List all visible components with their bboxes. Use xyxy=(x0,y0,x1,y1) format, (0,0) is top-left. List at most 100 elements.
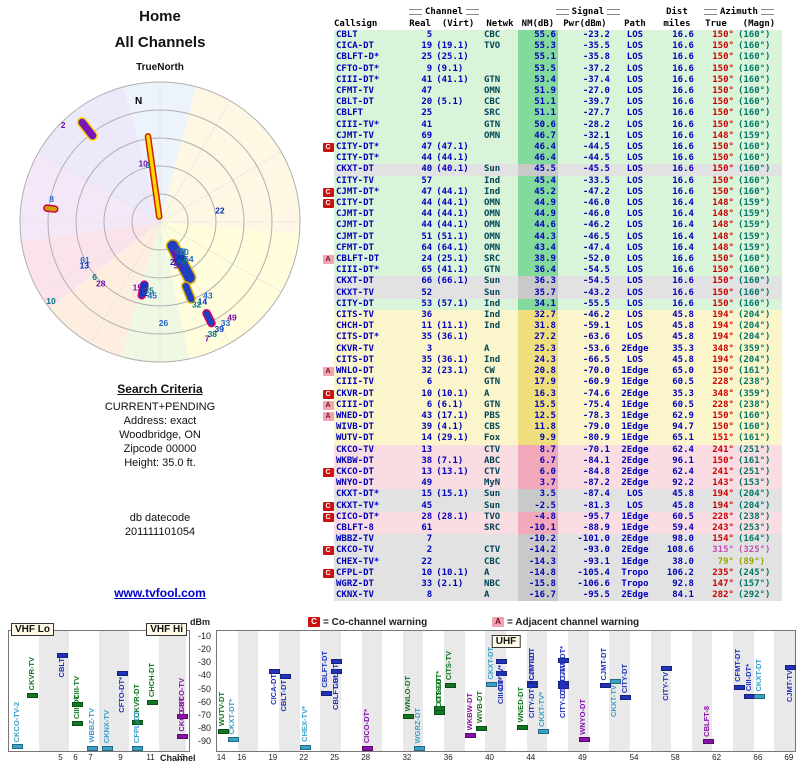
db-datecode-label: db datecode xyxy=(129,512,191,524)
noise-margin-cell: 43.4 xyxy=(517,242,558,255)
network-cell: CBC xyxy=(481,556,518,568)
table-row: CIII-DT* 41 (41.1) GTN 53.4 -37.4 LOS 16.6 150°(… xyxy=(322,74,782,87)
true-azimuth-cell: 194° xyxy=(695,489,736,501)
signal-callsign-label: CKXT-DT xyxy=(753,658,763,692)
signal-marker xyxy=(444,683,456,688)
real-channel-cell: 52 xyxy=(406,287,435,299)
table-row: CITY-DT 53 (57.1) Ind 34.1 -55.5 LOS 16.6 150° (1… xyxy=(322,298,782,311)
band-label-uhf: UHF xyxy=(491,635,521,648)
true-azimuth-cell: 235° xyxy=(695,567,736,579)
magnetic-azimuth-cell: (160°) xyxy=(735,422,782,434)
noise-margin-cell: 51.1 xyxy=(517,108,558,120)
signal-callsign-label: CKCO-DT xyxy=(176,696,186,732)
magnetic-azimuth-cell: (161°) xyxy=(735,366,782,378)
table-row: CIII-DT* 65 (41.1) GTN 36.4 -54.5 LOS 16.6 150°(… xyxy=(322,265,782,277)
tvfool-link[interactable]: www.tvfool.com xyxy=(114,586,206,600)
virtual-channel-cell xyxy=(434,30,482,42)
path-cell: LOS xyxy=(611,265,658,277)
power-cell: -59.1 xyxy=(557,321,612,333)
radar-channel-label: 6 xyxy=(92,272,97,282)
callsign-cell: CBLT xyxy=(334,30,406,42)
virtual-channel-cell: (41.1) xyxy=(434,265,482,277)
real-channel-cell: 11 xyxy=(406,321,435,333)
noise-margin-cell: -16.7 xyxy=(517,590,558,602)
co-channel-warning-badge: C xyxy=(322,467,334,477)
real-channel-cell: 44 xyxy=(406,220,435,232)
power-cell: -54.5 xyxy=(557,265,612,277)
path-cell: LOS xyxy=(611,175,658,187)
power-cell: -39.7 xyxy=(557,97,612,109)
signal-callsign-label: CITY-DT xyxy=(619,663,629,693)
real-channel-cell: 9 xyxy=(406,63,435,75)
path-cell: LOS xyxy=(611,108,658,120)
radar-channel-label: 51 xyxy=(174,260,184,270)
noise-margin-cell: 36.3 xyxy=(517,276,558,288)
warning-cell xyxy=(322,242,334,255)
real-channel-cell: 6 xyxy=(406,377,435,389)
table-row: CBLFT-D* 25 (25.1) 55.1 -35.8 LOS 16.6 150° (160… xyxy=(322,52,782,64)
signal-marker xyxy=(527,683,539,688)
virtual-channel-cell: (36.1) xyxy=(434,354,482,367)
virtual-channel-cell: (44.1) xyxy=(434,186,482,199)
table-row: WBBZ-TV 7 -10.2 -101.0 2Edge 98.0 154° (164°) xyxy=(322,534,782,546)
real-channel-cell: 66 xyxy=(406,276,435,288)
warning-cell xyxy=(322,343,334,355)
path-cell: LOS xyxy=(611,354,658,367)
magnetic-azimuth-cell: (160°) xyxy=(735,265,782,277)
power-cell: -55.5 xyxy=(557,298,612,311)
channel-tick-label: 54 xyxy=(629,753,639,762)
radar-channel-label: 8 xyxy=(49,194,54,204)
radar-channel-label: 32 xyxy=(192,299,202,309)
path-cell: LOS xyxy=(611,276,658,288)
callsign-cell: CKCO-TV xyxy=(334,444,406,456)
true-azimuth-cell: 150° xyxy=(695,52,736,64)
magnetic-azimuth-cell: (238°) xyxy=(735,377,782,389)
path-cell: LOS xyxy=(611,52,658,64)
dbm-tick-label: -50 xyxy=(197,683,211,694)
table-row: WUTV-DT 14 (29.1) Fox 9.9 -80.9 1Edge 65.1 151°(… xyxy=(322,433,782,445)
db-datecode-value: 201111101054 xyxy=(124,526,196,538)
dbm-tick-label: -60 xyxy=(197,696,211,707)
virtual-channel-cell: (15.1) xyxy=(434,489,482,501)
signal-callsign-label: CKNX-TV xyxy=(101,709,111,743)
true-azimuth-cell: 150° xyxy=(695,63,736,75)
table-row: CJMT-DT 44 (44.1) OMN 44.9 -46.0 LOS 16.4 148° (1… xyxy=(322,209,782,221)
magnetic-azimuth-cell: (160°) xyxy=(735,41,782,53)
table-row: CKNX-TV 8 A -16.7 -95.5 2Edge 84.1 282° (292°) xyxy=(322,590,782,602)
path-cell: LOS xyxy=(611,86,658,98)
noise-margin-cell: 35.7 xyxy=(517,287,558,299)
virtual-channel-cell xyxy=(434,590,482,602)
band-label-vhf-hi: VHF Hi xyxy=(146,623,187,636)
signal-callsign-label: WKBW-DT xyxy=(464,692,474,731)
signal-group-header: Signal xyxy=(517,6,658,18)
virtual-channel-cell xyxy=(434,556,482,568)
signal-marker xyxy=(177,733,188,739)
distance-cell: 16.6 xyxy=(657,175,696,187)
real-channel-cell: 40 xyxy=(406,164,435,176)
network-cell: Sun xyxy=(481,276,518,288)
magnetic-azimuth-cell: (160°) xyxy=(735,86,782,98)
warning-cell xyxy=(322,534,334,546)
noise-margin-cell: 45.4 xyxy=(517,175,558,187)
power-cell: -43.2 xyxy=(557,287,612,299)
noise-margin-cell: 27.2 xyxy=(517,332,558,344)
distance-cell: 16.6 xyxy=(657,52,696,64)
path-cell: 2Edge xyxy=(611,455,658,467)
signal-callsign-label: WNLO-DT xyxy=(402,676,412,712)
virtual-channel-cell: (40.1) xyxy=(434,164,482,176)
dbm-tick-label: -20 xyxy=(197,644,211,655)
callsign-cell: CIII-DT xyxy=(334,399,406,411)
signal-callsign-label: CICA-DT xyxy=(268,674,278,706)
real-channel-cell: 47 xyxy=(406,86,435,98)
real-channel-cell: 22 xyxy=(406,556,435,568)
network-cell: Fox xyxy=(481,433,518,445)
warning-cell: C xyxy=(322,142,334,154)
power-cell: -54.5 xyxy=(557,276,612,288)
distance-cell: 92.8 xyxy=(657,578,696,591)
nm-column-header: NM(dB) xyxy=(517,18,558,30)
callsign-cell: CHEX-TV* xyxy=(334,556,406,568)
real-channel-cell: 5 xyxy=(406,30,435,42)
callsign-cell: CBLFT xyxy=(334,108,406,120)
network-cell: A xyxy=(481,567,518,579)
real-channel-cell: 69 xyxy=(406,130,435,143)
